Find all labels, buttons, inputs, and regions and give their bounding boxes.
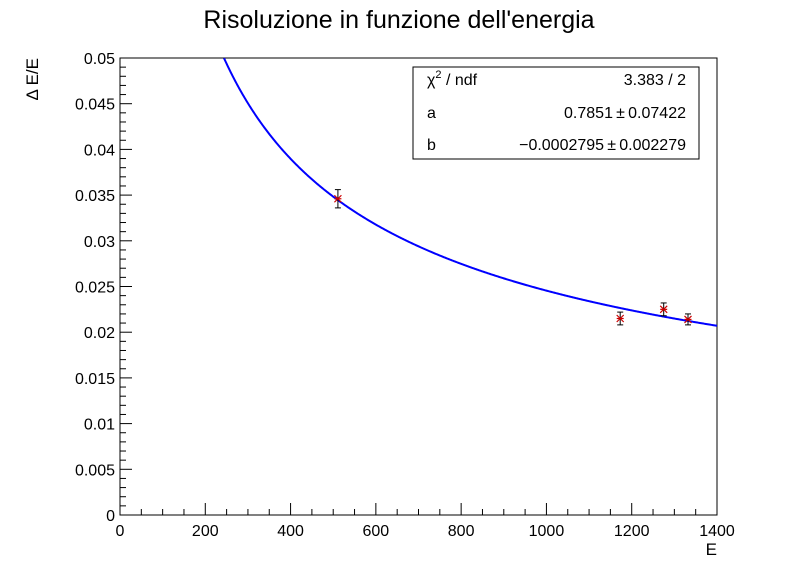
data-points: [333, 189, 692, 326]
chart-title: Risoluzione in funzione dell'energia: [203, 6, 594, 34]
data-point: [616, 311, 625, 326]
stats-row-label: χ2 / ndf: [427, 69, 478, 89]
y-tick-label: 0.04: [84, 142, 115, 159]
x-tick-label: 1200: [614, 523, 650, 540]
x-axis-label: E: [706, 540, 717, 559]
x-tick-label: 0: [116, 523, 125, 540]
stats-row-value: −0.0002795 ± 0.002279: [519, 137, 686, 154]
y-tick-label: 0.035: [75, 188, 115, 205]
stats-row-label: b: [427, 137, 436, 154]
y-tick-label: 0.05: [84, 51, 115, 68]
x-tick-label: 600: [363, 523, 390, 540]
y-tick-label: 0.015: [75, 371, 115, 388]
y-axis-ticks: 0 0.005 0.01 0.015 0.02 0.025 0.03 0.035 0.04 0.0…: [75, 51, 132, 525]
x-axis-ticks: 0 200 400 600 800 1000 1200 1400: [116, 503, 735, 540]
x-tick-label: 1400: [699, 523, 735, 540]
x-tick-label: 400: [277, 523, 304, 540]
y-tick-label: 0.02: [84, 325, 115, 342]
fit-line: [223, 57, 718, 327]
y-tick-label: 0.045: [75, 97, 115, 114]
y-tick-label: 0.005: [75, 462, 115, 479]
x-tick-label: 200: [192, 523, 219, 540]
y-tick-label: 0.025: [75, 280, 115, 297]
data-point: [333, 189, 342, 209]
y-tick-label: 0: [106, 508, 115, 525]
stats-row-value: 3.383 / 2: [624, 72, 686, 89]
stats-row-label: a: [427, 105, 436, 122]
stats-row-value: 0.7851 ± 0.07422: [564, 105, 686, 122]
y-tick-label: 0.01: [84, 417, 115, 434]
x-tick-label: 1000: [529, 523, 565, 540]
data-point: [659, 302, 668, 317]
fit-stats-box: χ2 / ndf 3.383 / 2 a 0.7851 ± 0.07422 b −0.00…: [412, 66, 700, 160]
x-tick-label: 800: [448, 523, 475, 540]
y-tick-label: 0.03: [84, 234, 115, 251]
fit-curve: [223, 57, 718, 327]
y-axis-label: Δ E/E: [23, 58, 42, 101]
stats-box-frame: [412, 66, 700, 160]
data-point: [684, 313, 692, 326]
